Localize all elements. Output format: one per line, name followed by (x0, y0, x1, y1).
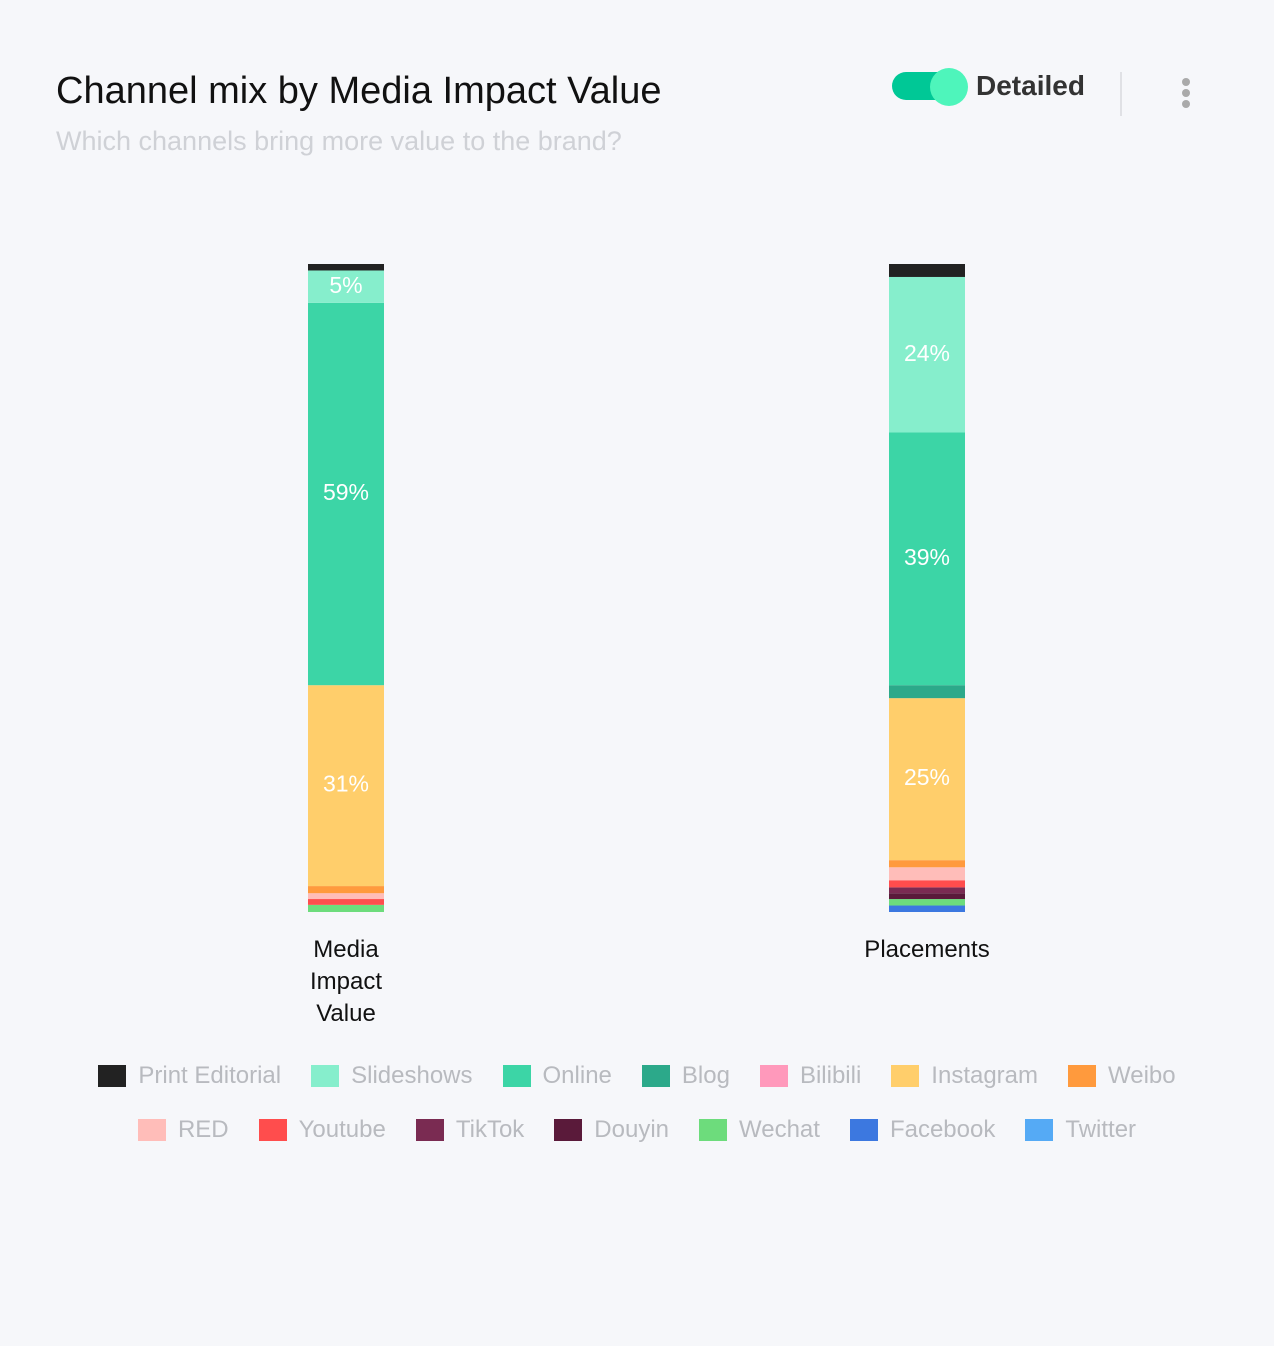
legend-swatch (98, 1065, 127, 1087)
bar-segment (889, 899, 965, 906)
legend-label: TikTok (455, 1116, 525, 1143)
dot (1182, 78, 1190, 86)
legend-item[interactable]: Online (502, 1062, 612, 1090)
data-label: 5% (329, 272, 362, 298)
menu-button[interactable] (1180, 78, 1192, 112)
legend-label: Bilibili (799, 1062, 862, 1089)
chart-subtitle: Which channels bring more value to the b… (56, 126, 622, 156)
legend-label: Twitter (1065, 1116, 1137, 1143)
legend-label: Wechat (739, 1116, 820, 1143)
legend-swatch (554, 1119, 583, 1141)
separator (1120, 72, 1122, 116)
toggle[interactable] (892, 68, 968, 106)
legend-item[interactable]: Weibo (1068, 1062, 1176, 1090)
bar-segment (308, 899, 384, 905)
bar-segment (889, 905, 965, 912)
legend-label: Instagram (931, 1062, 1039, 1089)
legend-item[interactable]: Wechat (699, 1116, 820, 1144)
legend-swatch (137, 1119, 166, 1141)
data-label: 24% (904, 340, 950, 366)
legend-swatch (258, 1119, 287, 1141)
legend-item[interactable]: Youtube (258, 1116, 386, 1144)
legend-swatch (759, 1065, 788, 1087)
legend-swatch (1025, 1119, 1054, 1141)
legend-item[interactable]: Facebook (849, 1116, 996, 1144)
legend-item[interactable]: Print Editorial (98, 1062, 281, 1090)
legend-label: Youtube (298, 1116, 386, 1143)
bar-segment (889, 685, 965, 699)
dot (1182, 89, 1190, 97)
bar-segment (308, 685, 384, 887)
legend: Print Editorial Slideshows Online Blog Bilib… (0, 1062, 1274, 1090)
legend-label: Online (542, 1062, 612, 1089)
legend-label: RED (177, 1116, 229, 1143)
bar-segment (889, 887, 965, 894)
bar-segment (889, 264, 965, 277)
legend-item[interactable]: Twitter (1025, 1116, 1136, 1144)
x-tick-label: Media Impact Value (309, 936, 383, 1027)
bar-segment (889, 893, 965, 900)
bar-segment (308, 886, 384, 894)
legend-swatch (641, 1065, 670, 1087)
bar-segment (308, 264, 384, 271)
data-label: 39% (904, 544, 950, 570)
bar-segment (889, 698, 965, 861)
data-label: 31% (323, 771, 369, 797)
legend-swatch (1068, 1065, 1097, 1087)
bar-segment (889, 880, 965, 888)
bar-segment (308, 302, 384, 686)
legend-swatch (699, 1119, 728, 1141)
legend-item[interactable]: RED (137, 1116, 229, 1144)
legend-label: Weibo (1108, 1062, 1176, 1089)
legend-swatch (311, 1065, 340, 1087)
toggle-knob (930, 68, 968, 106)
legend-label: Facebook (889, 1116, 996, 1143)
legend-item[interactable]: TikTok (415, 1116, 525, 1144)
bar-segment (308, 270, 384, 303)
legend-swatch (891, 1065, 920, 1087)
legend-label: Print Editorial (138, 1062, 282, 1089)
legend-item[interactable]: Bilibili (759, 1062, 862, 1090)
legend-item[interactable]: Blog (641, 1062, 730, 1090)
legend-label: Blog (681, 1062, 730, 1089)
bar-segment (889, 860, 965, 868)
toggle-label[interactable]: Detailed (976, 70, 1085, 101)
legend-label: Slideshows (351, 1062, 473, 1089)
legend-swatch (415, 1119, 444, 1141)
x-tick-label: Placements (864, 936, 990, 963)
bar-segment (308, 904, 384, 912)
bar-segment (889, 867, 965, 881)
legend: RED Youtube TikTok Douyin Wechat Facebook Twit… (0, 1116, 1274, 1144)
legend-swatch (849, 1119, 878, 1141)
legend-item[interactable]: Instagram (891, 1062, 1038, 1090)
bar-segment (889, 276, 965, 433)
legend-label: Douyin (594, 1116, 670, 1143)
legend-swatch (502, 1065, 531, 1087)
dot (1182, 100, 1190, 108)
data-label: 59% (323, 479, 369, 505)
legend-item[interactable]: Douyin (554, 1116, 669, 1144)
bar-segment (889, 432, 965, 686)
legend-item[interactable]: Slideshows (311, 1062, 473, 1090)
data-label: 25% (904, 764, 950, 790)
bar-segment (308, 893, 384, 900)
chart-title: Channel mix by Media Impact Value (56, 70, 662, 112)
